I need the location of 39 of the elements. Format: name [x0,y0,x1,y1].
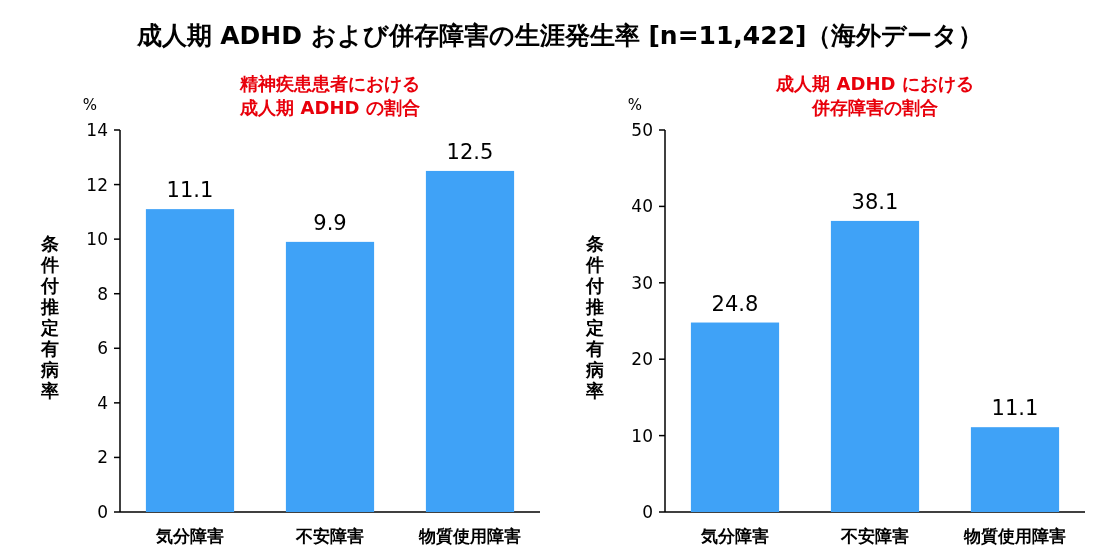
y-tick-label: 0 [97,502,108,522]
y-tick-label: 2 [97,447,108,468]
y-tick-label: 20 [631,349,653,370]
data-label: 9.9 [313,210,347,235]
y-tick-label: 4 [97,392,108,413]
y-axis-title: 条件付推定有病率 [40,233,59,401]
y-tick-label: 10 [86,229,108,250]
data-label: 11.1 [166,178,214,203]
y-tick-label: 10 [631,425,653,446]
bar [425,170,515,512]
x-tick-label: 不安障害 [840,526,909,546]
x-tick-label: 気分障害 [700,526,769,546]
chart-subtitle: 成人期 ADHD における併存障害の割合 [775,73,974,118]
y-tick-label: 6 [97,338,108,359]
x-tick-label: 気分障害 [155,526,224,546]
chart-title: 成人期 ADHD および併存障害の生涯発生率 [n=11,422]（海外データ） [135,21,984,50]
bar [970,427,1060,512]
text: % [82,96,98,114]
y-tick-label: 30 [631,272,653,293]
y-tick-label: 8 [97,283,108,304]
x-tick-label: 物質使用障害 [963,526,1066,546]
bar [145,209,235,512]
data-label: 38.1 [851,189,899,214]
text: % [627,96,643,114]
y-axis-title: 条件付推定有病率 [585,233,604,401]
bar [285,241,375,512]
x-tick-label: 物質使用障害 [418,526,521,546]
y-tick-label: 50 [631,120,653,140]
chart-subtitle: 精神疾患患者における成人期 ADHD の割合 [239,73,420,118]
y-tick-label: 12 [86,174,108,195]
data-label: 24.8 [711,291,759,316]
y-tick-label: 14 [86,120,108,140]
data-label: 11.1 [991,396,1039,421]
bar [690,322,780,512]
y-tick-label: 40 [631,196,653,217]
data-label: 12.5 [446,139,494,164]
y-tick-label: 0 [642,502,653,522]
bar [830,220,920,512]
x-tick-label: 不安障害 [295,526,364,546]
